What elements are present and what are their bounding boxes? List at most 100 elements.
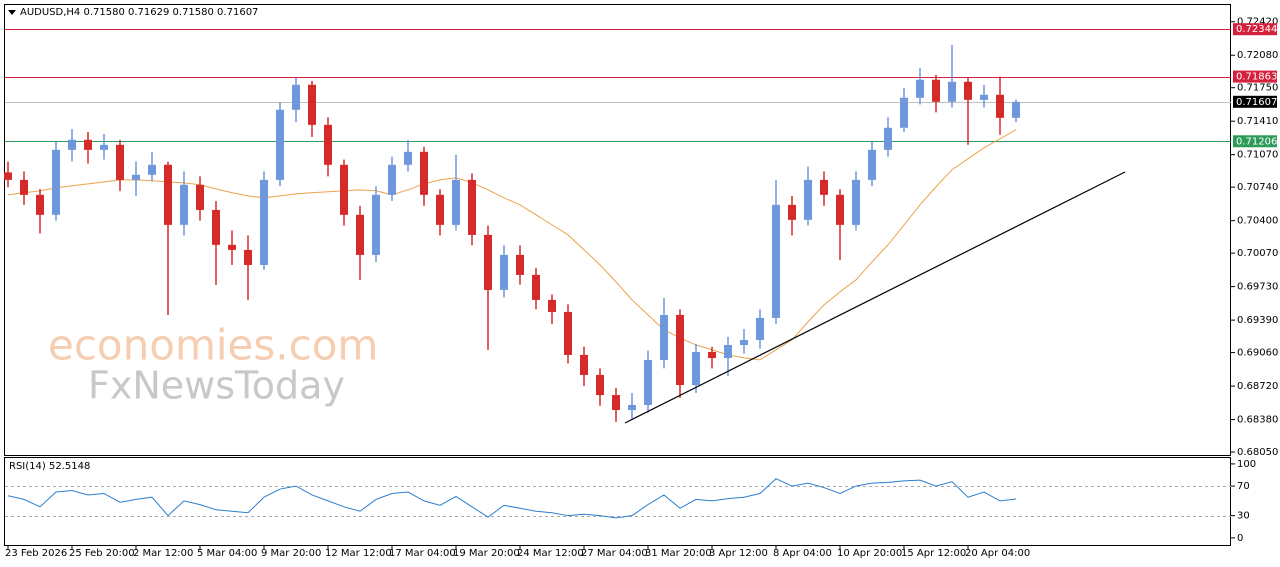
- candle-body: [852, 179, 860, 225]
- y-tick-label: 70: [1237, 481, 1250, 492]
- candle-body: [84, 139, 92, 150]
- candle-body: [372, 194, 380, 255]
- price-label-box: [1233, 70, 1277, 83]
- y-tick-label: 0.70070: [1237, 248, 1278, 259]
- x-tick-label: 17 Mar 04:00: [389, 548, 456, 559]
- moving-average: [7, 129, 1017, 361]
- candle-body: [20, 179, 28, 195]
- candle-body: [980, 94, 988, 100]
- candle-body: [868, 149, 876, 180]
- rsi-title: RSI(14) 52.5148: [9, 461, 90, 472]
- x-tick-label: 20 Apr 04:00: [965, 548, 1030, 559]
- trend-line: [624, 171, 1126, 424]
- price-label: 0.71863: [1236, 72, 1277, 83]
- candle-body: [404, 151, 412, 165]
- x-tick-label: 3 Apr 12:00: [709, 548, 768, 559]
- candle-body: [52, 149, 60, 215]
- rsi-panel: [4, 457, 1231, 546]
- candle-body: [596, 374, 604, 396]
- candle-body: [708, 352, 716, 359]
- candle-body: [36, 194, 44, 215]
- y-tick-label: 0: [1237, 533, 1243, 544]
- candle-body: [820, 179, 828, 195]
- candle-body: [932, 79, 940, 102]
- candle-body: [884, 127, 892, 150]
- x-tick-label: 15 Apr 12:00: [901, 548, 966, 559]
- candle-body: [548, 299, 556, 312]
- y-tick-label: 0.68050: [1237, 447, 1278, 458]
- y-tick-label: 0.71070: [1237, 150, 1278, 161]
- candle-body: [244, 249, 252, 265]
- candle-body: [948, 81, 956, 102]
- candle-body: [436, 194, 444, 225]
- candle-body: [4, 172, 12, 180]
- candle-body: [740, 339, 748, 346]
- candle-body: [196, 184, 204, 210]
- candle-body: [660, 314, 668, 360]
- main-panel: [4, 4, 1231, 456]
- candle-body: [388, 164, 396, 195]
- candle-body: [148, 164, 156, 175]
- candle-body: [564, 311, 572, 355]
- watermark: FxNewsToday: [88, 364, 345, 408]
- candle-body: [724, 345, 732, 359]
- candle-body: [500, 254, 508, 290]
- price-label: 0.71607: [1236, 97, 1277, 108]
- x-tick-label: 31 Mar 20:00: [645, 548, 712, 559]
- y-tick-label: 100: [1237, 459, 1256, 470]
- candle-body: [420, 151, 428, 195]
- price-label-box: [1233, 95, 1277, 108]
- candle-body: [68, 139, 76, 150]
- y-tick-label: 0.70740: [1237, 182, 1278, 193]
- candle-body: [308, 84, 316, 125]
- candle-body: [100, 144, 108, 150]
- price-label-box: [1233, 135, 1277, 148]
- candle-body: [212, 209, 220, 245]
- candle-body: [1012, 101, 1020, 118]
- y-tick-label: 0.69060: [1237, 348, 1278, 359]
- x-tick-label: 8 Apr 04:00: [773, 548, 832, 559]
- candle-body: [836, 194, 844, 225]
- y-tick-label: 0.72420: [1237, 17, 1278, 28]
- x-tick-label: 10 Apr 20:00: [837, 548, 902, 559]
- candle-body: [260, 179, 268, 265]
- candle-body: [484, 234, 492, 290]
- candle-body: [468, 179, 476, 235]
- x-tick-label: 12 Mar 12:00: [325, 548, 392, 559]
- candle-body: [180, 184, 188, 225]
- candle-body: [116, 144, 124, 180]
- price-label-box: [1233, 23, 1277, 36]
- candle-body: [228, 244, 236, 250]
- x-tick-label: 23 Feb 2026: [5, 548, 67, 559]
- candle-body: [788, 204, 796, 220]
- price-label: 0.72344: [1236, 24, 1277, 35]
- candle-body: [900, 97, 908, 128]
- chart-title: AUDUSD,H4 0.71580 0.71629 0.71580 0.7160…: [20, 7, 258, 18]
- x-tick-label: 27 Mar 04:00: [581, 548, 648, 559]
- candle-body: [516, 254, 524, 275]
- y-tick-label: 0.72080: [1237, 50, 1278, 61]
- candle-body: [452, 179, 460, 225]
- candle-body: [804, 179, 812, 220]
- candle-body: [692, 352, 700, 385]
- candle-body: [996, 94, 1004, 118]
- candle-body: [964, 81, 972, 100]
- x-tick-label: 5 Mar 04:00: [197, 548, 257, 559]
- y-tick-label: 0.69730: [1237, 282, 1278, 293]
- x-tick-label: 2 Mar 12:00: [133, 548, 193, 559]
- x-tick-label: 9 Mar 20:00: [261, 548, 321, 559]
- candle-body: [580, 354, 588, 375]
- candle-body: [612, 395, 620, 410]
- x-tick-label: 19 Mar 20:00: [453, 548, 520, 559]
- candle-body: [628, 404, 636, 410]
- candle-body: [644, 359, 652, 405]
- candle-body: [276, 109, 284, 180]
- y-tick-label: 0.68380: [1237, 415, 1278, 426]
- candle-body: [756, 317, 764, 340]
- y-tick-label: 30: [1237, 511, 1250, 522]
- candle-body: [916, 79, 924, 98]
- candle-body: [676, 314, 684, 385]
- menu-arrow[interactable]: [8, 10, 16, 15]
- y-tick-label: 0.70400: [1237, 216, 1278, 227]
- candle-body: [132, 174, 140, 180]
